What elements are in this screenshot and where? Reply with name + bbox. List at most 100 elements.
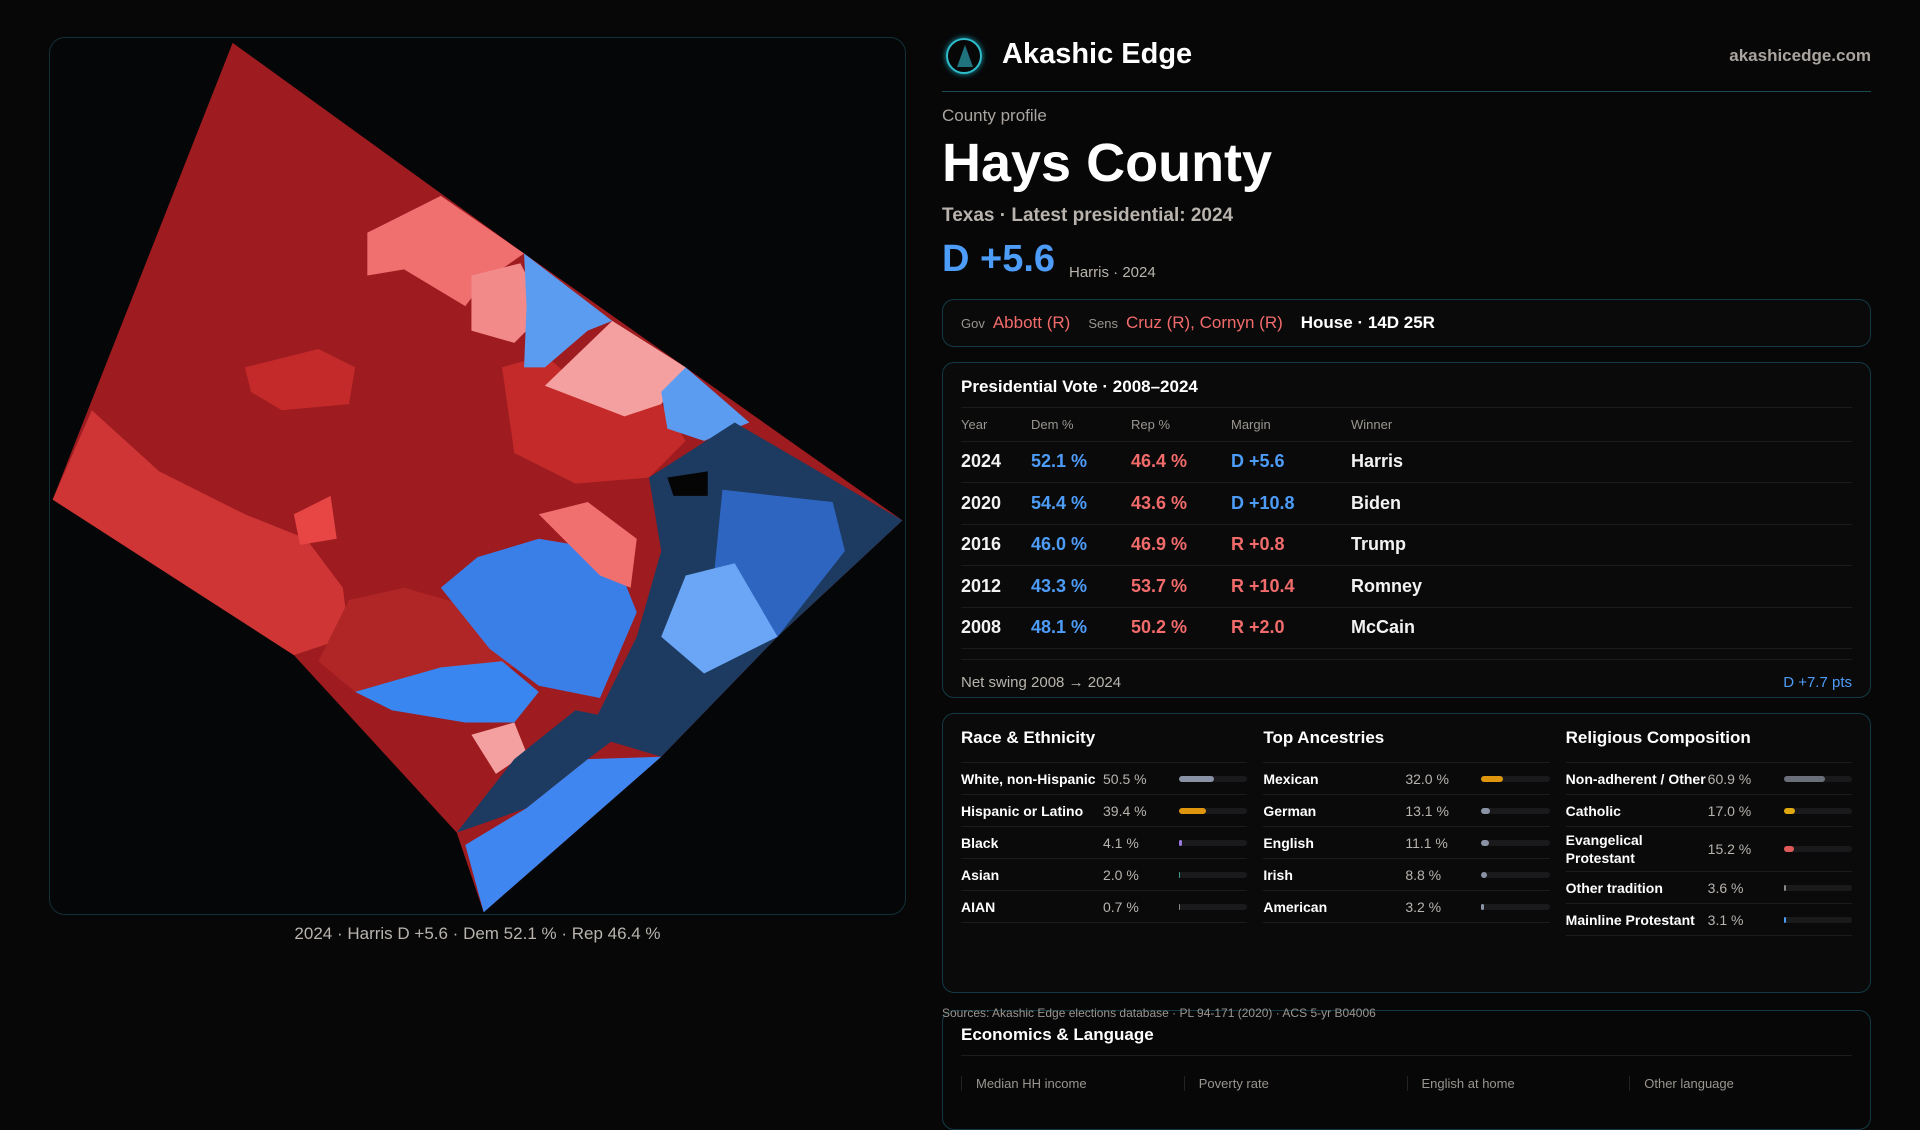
rep-pct: 53.7 % <box>1131 565 1231 608</box>
year: 2008 <box>961 607 1031 649</box>
precinct-map[interactable] <box>0 0 1920 1080</box>
item-bar <box>1179 839 1248 846</box>
officials-bar: Gov Abbott (R) Sens Cruz (R), Cornyn (R)… <box>942 299 1871 347</box>
winner: Romney <box>1351 565 1852 608</box>
col-rep: Rep % <box>1131 408 1231 442</box>
latest-margin: D +5.6 <box>942 238 1056 280</box>
item-bar-fill <box>1481 775 1504 782</box>
winner: Trump <box>1351 524 1852 566</box>
list-item: White, non-Hispanic 50.5 % <box>961 763 1248 795</box>
table-row: 2024 52.1 % 46.4 % D +5.6 Harris <box>961 441 1852 483</box>
item-label: Evangelical Protestant <box>1565 832 1643 866</box>
col-dem: Dem % <box>1031 408 1131 442</box>
item-value: 32.0 % <box>1405 770 1449 787</box>
dem-pct: 48.1 % <box>1031 607 1131 649</box>
item-bar-fill <box>1179 807 1206 814</box>
rep-pct: 46.9 % <box>1131 524 1231 566</box>
col-year: Year <box>961 408 1031 442</box>
net-swing: Net swing 2008 → 2024 D +7.7 pts <box>961 659 1852 691</box>
map-caption: 2024 · Harris D +5.6 · Dem 52.1 % · Rep … <box>294 924 661 943</box>
dem-pct: 46.0 % <box>1031 524 1131 566</box>
econ-poverty: Poverty rate <box>1183 1076 1407 1091</box>
rep-pct: 43.6 % <box>1131 482 1231 525</box>
item-label: American <box>1263 898 1328 915</box>
item-bar-fill <box>1179 839 1182 846</box>
year: 2024 <box>961 441 1031 483</box>
list-item: English 11.1 % <box>1263 827 1550 859</box>
item-bar <box>1783 775 1852 782</box>
table-row: 2008 48.1 % 50.2 % R +2.0 McCain <box>961 607 1852 649</box>
item-bar <box>1481 775 1550 782</box>
item-value: 15.2 % <box>1707 841 1752 857</box>
brand-name[interactable]: Akashic Edge <box>1002 38 1193 70</box>
winner: Biden <box>1351 482 1852 525</box>
list-item: AIAN 0.7 % <box>961 891 1248 923</box>
item-bar <box>1179 871 1248 878</box>
item-label: Asian <box>961 866 1000 883</box>
item-label: Hispanic or Latino <box>961 802 1084 819</box>
item-bar <box>1179 775 1248 782</box>
item-value: 8.8 % <box>1405 866 1442 883</box>
dem-pct: 43.3 % <box>1031 565 1131 608</box>
item-label: English <box>1263 834 1314 851</box>
margin: R +10.4 <box>1231 565 1351 608</box>
house-delegation: House · 14D 25R <box>1300 313 1435 332</box>
item-bar <box>1783 807 1852 814</box>
econ-other-lang: Other language <box>1629 1076 1852 1091</box>
demographic-section: Race & Ethnicity White, non-Hispanic 50.… <box>961 728 1248 978</box>
demographic-section: Religious Composition Non-adherent / Oth… <box>1565 728 1852 978</box>
item-bar <box>1481 903 1550 910</box>
map-precinct <box>502 355 686 484</box>
item-bar <box>1179 807 1248 814</box>
swing-label: Net swing 2008 → 2024 <box>961 674 1122 691</box>
list-item: American 3.2 % <box>1263 891 1550 923</box>
akashic-logo-icon[interactable] <box>946 38 982 74</box>
item-label: Irish <box>1263 866 1293 883</box>
page-title: Hays County <box>942 133 1273 193</box>
item-bar <box>1783 884 1852 891</box>
col-winner: Winner <box>1351 408 1852 442</box>
map-precinct <box>465 756 662 913</box>
year: 2016 <box>961 524 1031 566</box>
margin: R +2.0 <box>1231 607 1351 649</box>
list-item: Non-adherent / Other 60.9 % <box>1565 763 1852 795</box>
item-value: 60.9 % <box>1707 770 1752 787</box>
item-bar-fill <box>1481 807 1491 814</box>
site-link[interactable]: akashicedge.com <box>1729 46 1871 65</box>
sens-label: Sens <box>1088 315 1118 331</box>
list-item: German 13.1 % <box>1263 795 1550 827</box>
item-bar-fill <box>1179 775 1214 782</box>
list-item: Black 4.1 % <box>961 827 1248 859</box>
item-bar-fill <box>1481 839 1489 846</box>
item-bar-fill <box>1179 903 1181 910</box>
map-precinct <box>538 502 637 588</box>
item-value: 39.4 % <box>1103 802 1147 819</box>
item-label: Non-adherent / Other <box>1565 770 1706 787</box>
item-label: AIAN <box>961 898 996 915</box>
map-precinct <box>52 410 349 656</box>
card-title: Presidential Vote · 2008–2024 <box>961 377 1852 408</box>
demographics-card: Race & Ethnicity White, non-Hispanic 50.… <box>942 713 1871 993</box>
item-label: White, non-Hispanic <box>961 770 1096 787</box>
item-bar-fill <box>1179 871 1181 878</box>
item-bar <box>1481 807 1550 814</box>
margin: D +5.6 <box>1231 441 1351 483</box>
map-precinct <box>456 710 637 833</box>
item-value: 50.5 % <box>1103 770 1147 787</box>
year: 2020 <box>961 482 1031 525</box>
eyebrow: County profile <box>942 106 1047 125</box>
item-value: 3.2 % <box>1405 898 1442 915</box>
winner: Harris <box>1351 441 1852 483</box>
item-value: 3.1 % <box>1707 911 1744 928</box>
winner: McCain <box>1351 607 1852 649</box>
item-label: Mexican <box>1263 770 1319 787</box>
item-bar <box>1783 846 1852 852</box>
margin: D +10.8 <box>1231 482 1351 525</box>
presidential-vote-card: Presidential Vote · 2008–2024 Year Dem %… <box>942 362 1871 698</box>
subtitle: Texas · Latest presidential: 2024 <box>942 205 1234 226</box>
item-bar-fill <box>1783 807 1796 814</box>
item-bar-fill <box>1783 884 1787 891</box>
margin: R +0.8 <box>1231 524 1351 566</box>
item-value: 0.7 % <box>1103 898 1139 915</box>
item-value: 17.0 % <box>1707 802 1752 819</box>
